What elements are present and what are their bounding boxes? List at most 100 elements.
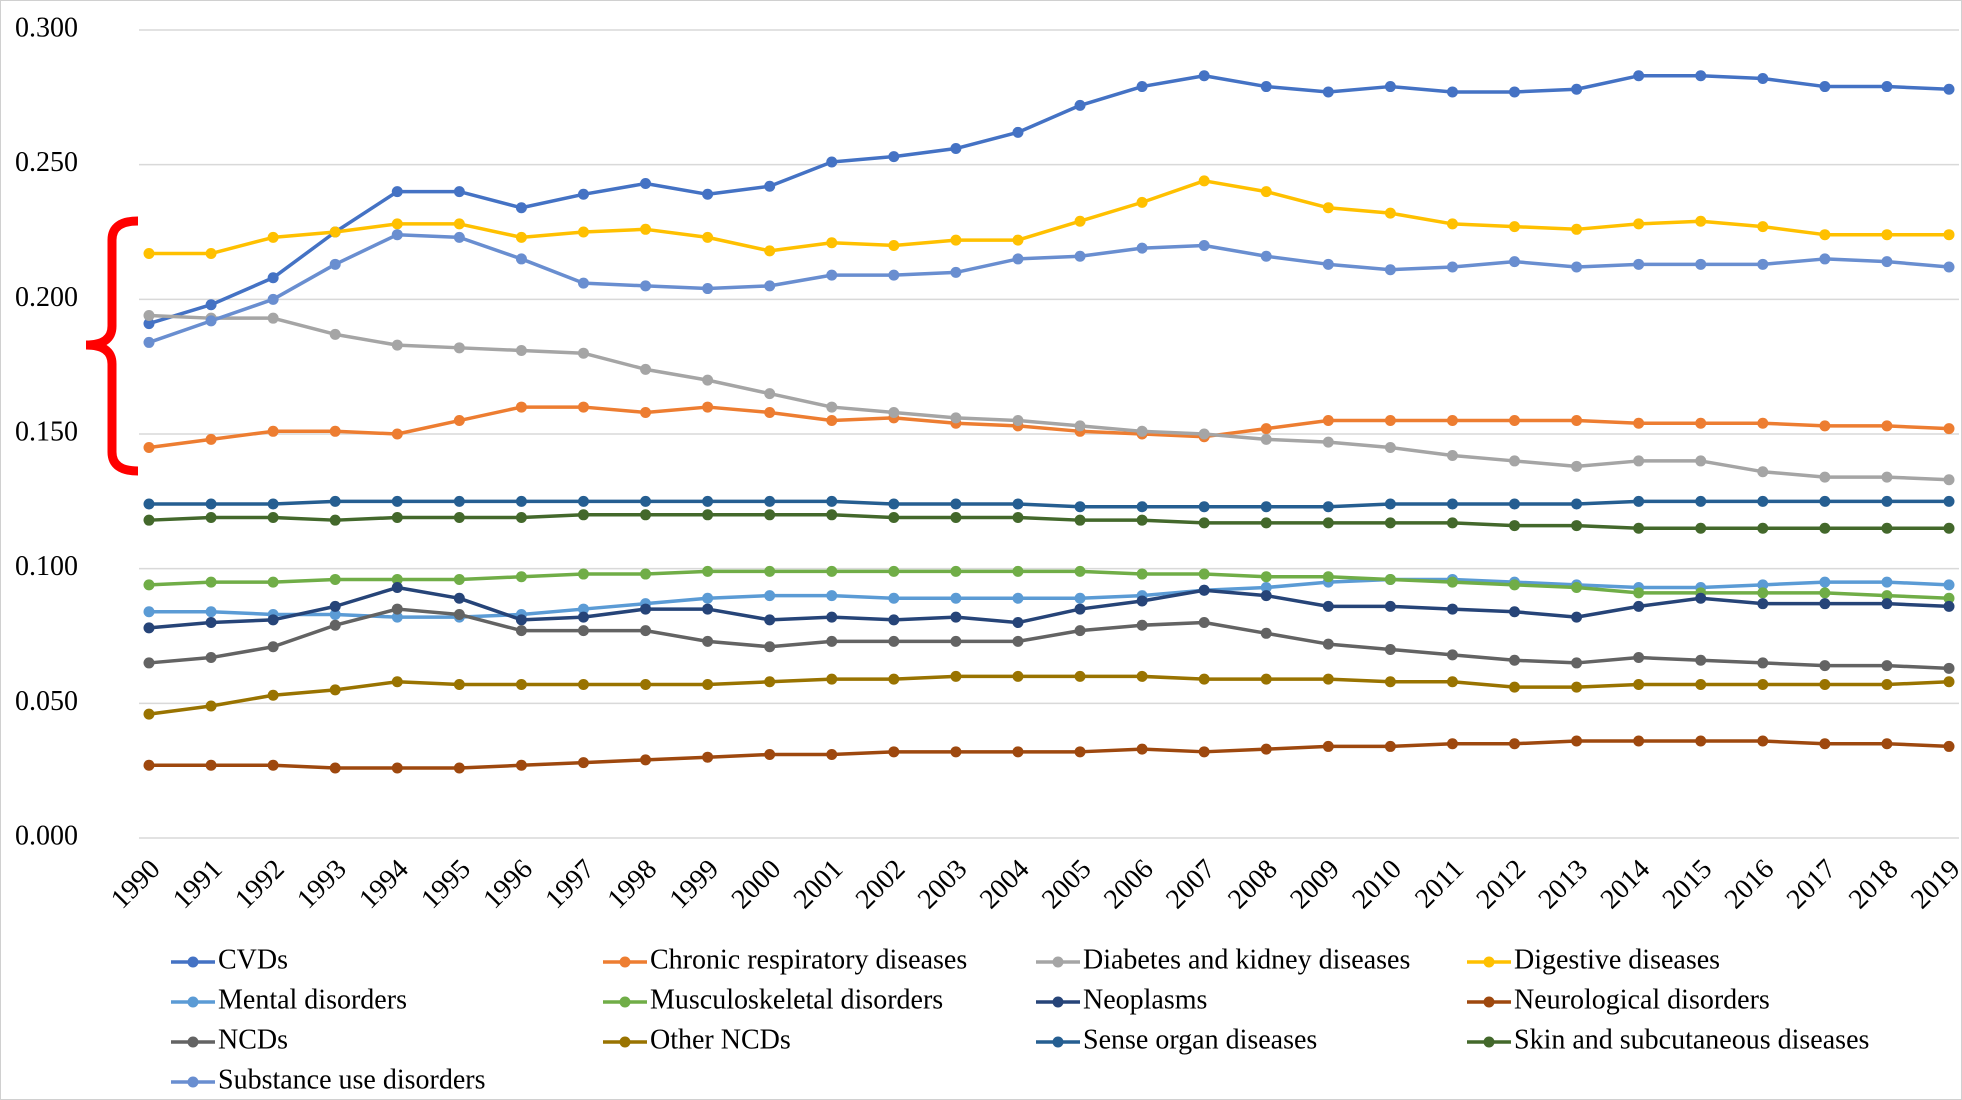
data-point xyxy=(1260,186,1272,198)
data-point xyxy=(1012,511,1024,523)
data-point xyxy=(1136,81,1148,93)
data-point xyxy=(391,676,403,688)
data-point xyxy=(1881,660,1893,672)
data-point xyxy=(1571,735,1583,747)
data-point xyxy=(1136,242,1148,254)
data-point xyxy=(143,606,155,618)
data-point xyxy=(1198,584,1210,596)
data-point xyxy=(1819,598,1831,610)
data-point xyxy=(1943,522,1955,534)
data-point xyxy=(1260,571,1272,583)
data-point xyxy=(950,611,962,623)
data-point xyxy=(1074,514,1086,526)
data-point xyxy=(1446,498,1458,510)
data-point xyxy=(826,611,838,623)
data-point xyxy=(1695,495,1707,507)
data-point xyxy=(702,678,714,690)
data-point xyxy=(1571,498,1583,510)
data-point xyxy=(267,759,279,771)
data-point xyxy=(1446,450,1458,462)
data-point xyxy=(1819,678,1831,690)
data-point xyxy=(1384,573,1396,585)
data-point xyxy=(826,673,838,685)
data-point xyxy=(764,495,776,507)
data-point xyxy=(640,280,652,292)
data-point xyxy=(1757,579,1769,591)
data-point xyxy=(1074,215,1086,227)
data-point xyxy=(267,231,279,243)
data-point xyxy=(205,617,217,629)
data-point xyxy=(1819,420,1831,432)
data-point xyxy=(391,218,403,230)
data-point xyxy=(950,266,962,278)
series-line xyxy=(148,232,1950,345)
data-point xyxy=(515,202,527,214)
data-point xyxy=(1633,218,1645,230)
data-point xyxy=(453,678,465,690)
legend-marker xyxy=(619,1036,631,1048)
data-point xyxy=(1136,743,1148,755)
data-point xyxy=(1446,261,1458,273)
legend-marker xyxy=(1483,996,1495,1008)
data-point xyxy=(1633,522,1645,534)
data-point xyxy=(1571,83,1583,95)
data-point xyxy=(1446,517,1458,529)
data-point xyxy=(205,606,217,618)
legend-label: Diabetes and kidney diseases xyxy=(1083,944,1410,975)
data-point xyxy=(1695,258,1707,270)
data-point xyxy=(764,641,776,653)
data-point xyxy=(888,592,900,604)
data-point xyxy=(1074,501,1086,513)
data-point xyxy=(1943,83,1955,95)
data-point xyxy=(1198,70,1210,82)
data-point xyxy=(1757,258,1769,270)
data-point xyxy=(1757,466,1769,478)
data-point xyxy=(1695,215,1707,227)
data-point xyxy=(950,143,962,155)
data-point xyxy=(1446,576,1458,588)
data-point xyxy=(143,248,155,260)
data-point xyxy=(1446,649,1458,661)
data-point xyxy=(391,495,403,507)
data-point xyxy=(1633,652,1645,664)
data-point xyxy=(702,635,714,647)
data-point xyxy=(1881,576,1893,588)
data-point xyxy=(515,253,527,265)
data-point xyxy=(826,269,838,281)
data-point xyxy=(1633,678,1645,690)
data-point xyxy=(888,614,900,626)
data-point xyxy=(391,762,403,774)
data-point xyxy=(577,757,589,769)
data-point xyxy=(1384,643,1396,655)
data-point xyxy=(950,635,962,647)
data-point xyxy=(205,248,217,260)
data-point xyxy=(453,573,465,585)
data-point xyxy=(391,611,403,623)
data-point xyxy=(1509,256,1521,268)
data-point xyxy=(1633,70,1645,82)
data-point xyxy=(1260,517,1272,529)
data-point xyxy=(205,759,217,771)
data-point xyxy=(577,347,589,359)
data-point xyxy=(1260,433,1272,445)
data-point xyxy=(640,678,652,690)
data-point xyxy=(640,625,652,637)
data-point xyxy=(826,749,838,761)
data-point xyxy=(1943,740,1955,752)
data-point xyxy=(1446,86,1458,98)
data-point xyxy=(1819,253,1831,265)
data-point xyxy=(1819,229,1831,241)
data-point xyxy=(1136,568,1148,580)
data-point xyxy=(329,425,341,437)
data-point xyxy=(1260,423,1272,435)
data-point xyxy=(453,231,465,243)
data-point xyxy=(1074,746,1086,758)
data-point xyxy=(640,223,652,235)
data-point xyxy=(1260,250,1272,262)
data-point xyxy=(702,188,714,200)
data-point xyxy=(1446,415,1458,427)
data-point xyxy=(453,592,465,604)
data-point xyxy=(143,708,155,720)
data-point xyxy=(1136,595,1148,607)
